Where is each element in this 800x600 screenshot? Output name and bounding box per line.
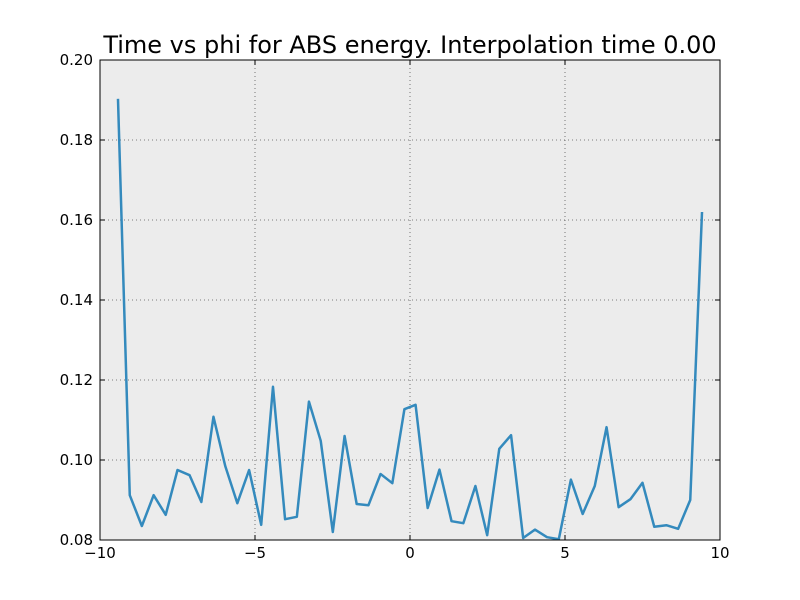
x-tick-label: 10 <box>710 544 729 562</box>
y-tick-label: 0.10 <box>60 451 93 469</box>
chart-title: Time vs phi for ABS energy. Interpolatio… <box>102 31 716 59</box>
y-tick-label: 0.14 <box>60 291 93 309</box>
ticks: −10 −5 0 5 10 0.08 0.10 0.12 0.14 0.16 0.18 0.20 <box>60 51 730 562</box>
y-tick-label: 0.12 <box>60 371 93 389</box>
x-tick-label: 0 <box>405 544 415 562</box>
y-tick-label: 0.08 <box>60 531 93 549</box>
grid-lines <box>100 60 720 540</box>
y-tick-label: 0.20 <box>60 51 93 69</box>
x-tick-label: −5 <box>244 544 266 562</box>
x-tick-label: −10 <box>84 544 116 562</box>
series-line <box>116 98 704 541</box>
y-tick-label: 0.18 <box>60 131 93 149</box>
x-tick-label: 5 <box>560 544 570 562</box>
series-layer <box>116 98 704 541</box>
y-tick-label: 0.16 <box>60 211 93 229</box>
